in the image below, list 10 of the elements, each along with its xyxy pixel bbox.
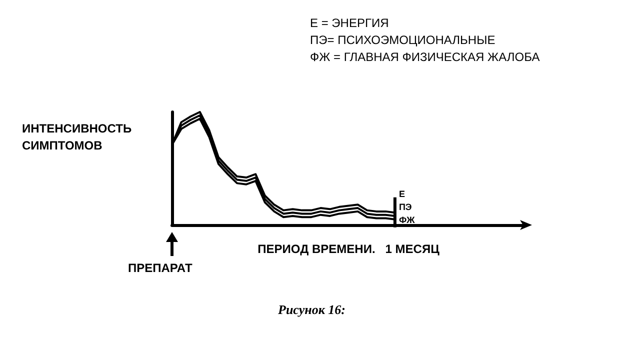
series-label: Е bbox=[398, 188, 405, 199]
text: ФЖ = ГЛАВНАЯ ФИЗИЧЕСКАЯ ЖАЛОБА bbox=[310, 50, 540, 64]
series-label: ФЖ bbox=[398, 214, 416, 225]
series-label: ПЭ bbox=[398, 202, 412, 212]
text: ПРЕПАРАТ bbox=[128, 261, 193, 275]
text: ПЭ= ПСИХОЭМОЦИОНАЛЬНЫЕ bbox=[310, 33, 496, 47]
y-axis-title: ИНТЕНСИВНОСТЬ СИМПТОМОВ bbox=[22, 122, 132, 152]
x-axis-title: ПЕРИОД ВРЕМЕНИ. 1 МЕСЯЦ bbox=[258, 242, 440, 256]
text: Е = ЭНЕРГИЯ bbox=[310, 16, 389, 30]
text: Рисунок 16: bbox=[278, 302, 346, 317]
